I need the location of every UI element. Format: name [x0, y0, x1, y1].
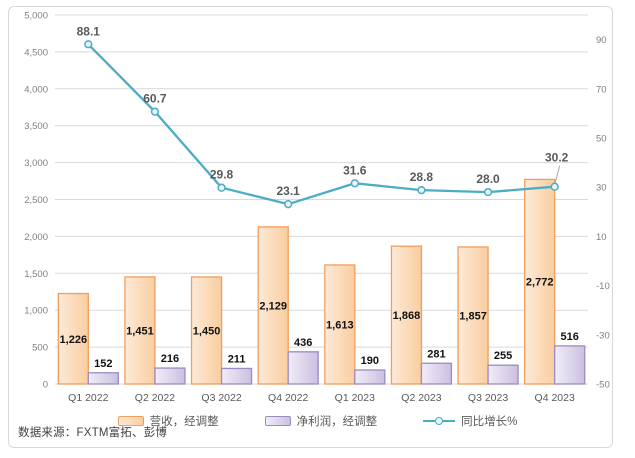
svg-text:216: 216 — [161, 353, 179, 365]
svg-text:5,000: 5,000 — [24, 11, 48, 22]
svg-text:436: 436 — [294, 337, 312, 349]
svg-text:190: 190 — [361, 355, 379, 367]
revenue-swatch-icon — [117, 416, 144, 426]
revenue-bar — [57, 292, 89, 385]
svg-text:-10: -10 — [596, 281, 610, 292]
revenue-bar — [457, 246, 489, 385]
profit-bar — [487, 364, 519, 385]
svg-text:31.6: 31.6 — [343, 163, 367, 177]
right-axis-labels: -50 -30 -10 10 30 50 70 90 — [596, 35, 610, 390]
yoy-point-marker — [284, 200, 293, 209]
svg-text:Q4 2023: Q4 2023 — [535, 392, 575, 404]
profit-bar — [287, 351, 319, 385]
svg-text:2,500: 2,500 — [24, 195, 48, 206]
yoy-marker-icon — [434, 416, 443, 425]
revenue-bar — [324, 264, 356, 385]
svg-text:1,857: 1,857 — [459, 310, 487, 322]
svg-text:1,451: 1,451 — [126, 325, 154, 337]
svg-text:88.1: 88.1 — [77, 24, 101, 38]
revenue-bar — [257, 226, 289, 385]
svg-text:Q1 2022: Q1 2022 — [68, 392, 108, 404]
yoy-labels: 88.1 60.7 29.8 23.1 31.6 28.8 28.0 30.2 — [77, 24, 569, 198]
legend-item-yoy: 同比增长% — [423, 413, 517, 429]
svg-text:70: 70 — [596, 84, 607, 95]
legend-label-yoy: 同比增长% — [461, 416, 518, 428]
legend-item-revenue: 营收，经调整 — [117, 413, 219, 429]
svg-text:500: 500 — [32, 343, 48, 354]
yoy-point-marker — [550, 182, 559, 191]
source-note: 数据来源：FXTM富拓、彭博 — [18, 427, 168, 439]
revenue-bar — [190, 276, 223, 385]
profit-bar — [154, 367, 186, 385]
svg-text:Q2 2022: Q2 2022 — [135, 392, 175, 404]
svg-text:2,129: 2,129 — [259, 300, 287, 312]
svg-text:50: 50 — [596, 134, 607, 145]
svg-text:2,000: 2,000 — [24, 232, 48, 243]
profit-bar — [420, 362, 453, 385]
svg-text:1,500: 1,500 — [24, 269, 48, 280]
svg-text:Q2 2023: Q2 2023 — [401, 392, 441, 404]
svg-text:1,868: 1,868 — [393, 310, 421, 322]
svg-text:-50: -50 — [596, 380, 610, 391]
legend-label-revenue: 营收，经调整 — [149, 416, 219, 428]
svg-text:90: 90 — [596, 35, 607, 46]
svg-text:0: 0 — [43, 380, 48, 391]
profit-bars: 152 216 211 436 190 281 255 516 — [87, 331, 586, 385]
legend-label-profit: 净利润，经调整 — [296, 416, 378, 428]
yoy-point-marker — [350, 179, 359, 188]
yoy-point-marker — [84, 40, 93, 49]
left-axis-labels: 0 500 1,000 1,500 2,000 2,500 3,000 3,500 4,000 4… — [24, 11, 48, 391]
svg-text:1,613: 1,613 — [326, 319, 354, 331]
profit-swatch-icon — [264, 416, 291, 426]
yoy-line-swatch-icon — [423, 416, 456, 425]
svg-text:1,226: 1,226 — [60, 334, 88, 346]
svg-text:28.8: 28.8 — [410, 170, 434, 184]
chart-legend: 营收，经调整 净利润，经调整 同比增长% — [0, 411, 635, 431]
svg-text:30: 30 — [596, 183, 607, 194]
svg-text:281: 281 — [427, 348, 445, 360]
svg-text:516: 516 — [561, 331, 579, 343]
svg-text:60.7: 60.7 — [143, 92, 167, 106]
revenue-bars: 1,226 1,451 1,450 2,129 1,613 1,868 1,857 2,772 — [57, 178, 556, 385]
svg-text:1,450: 1,450 — [193, 325, 221, 337]
svg-text:152: 152 — [94, 358, 112, 370]
profit-bar — [554, 345, 586, 385]
svg-text:3,000: 3,000 — [24, 158, 48, 169]
yoy-point-marker — [483, 187, 493, 197]
svg-text:23.1: 23.1 — [277, 184, 301, 198]
svg-text:211: 211 — [228, 353, 246, 365]
svg-text:Q3 2022: Q3 2022 — [201, 392, 241, 404]
svg-text:28.0: 28.0 — [476, 172, 500, 186]
svg-text:10: 10 — [596, 232, 607, 243]
yoy-point-marker — [150, 107, 160, 116]
svg-text:Q1 2023: Q1 2023 — [335, 392, 375, 404]
svg-text:4,500: 4,500 — [24, 47, 48, 58]
svg-text:29.8: 29.8 — [210, 168, 234, 182]
svg-text:3,500: 3,500 — [24, 121, 48, 132]
svg-text:255: 255 — [494, 350, 512, 362]
revenue-bar — [124, 276, 156, 385]
profit-bar — [220, 367, 253, 385]
legend-item-profit: 净利润，经调整 — [264, 413, 378, 429]
svg-text:Q4 2022: Q4 2022 — [268, 392, 308, 404]
svg-text:-30: -30 — [596, 330, 610, 341]
yoy-point-marker — [417, 186, 426, 195]
svg-text:Q3 2023: Q3 2023 — [468, 392, 508, 404]
x-axis-labels: Q1 2022 Q2 2022 Q3 2022 Q4 2022 Q1 2023 Q2 20… — [68, 392, 575, 404]
yoy-point-marker — [217, 183, 226, 192]
profit-bar — [354, 369, 386, 385]
svg-text:30.2: 30.2 — [545, 151, 569, 165]
svg-text:4,000: 4,000 — [24, 84, 48, 95]
svg-text:2,772: 2,772 — [526, 277, 554, 289]
revenue-bar — [524, 178, 556, 385]
svg-text:1,000: 1,000 — [24, 306, 48, 317]
profit-bar — [87, 372, 119, 385]
revenue-bar — [390, 245, 423, 385]
yoy-line — [84, 40, 559, 209]
